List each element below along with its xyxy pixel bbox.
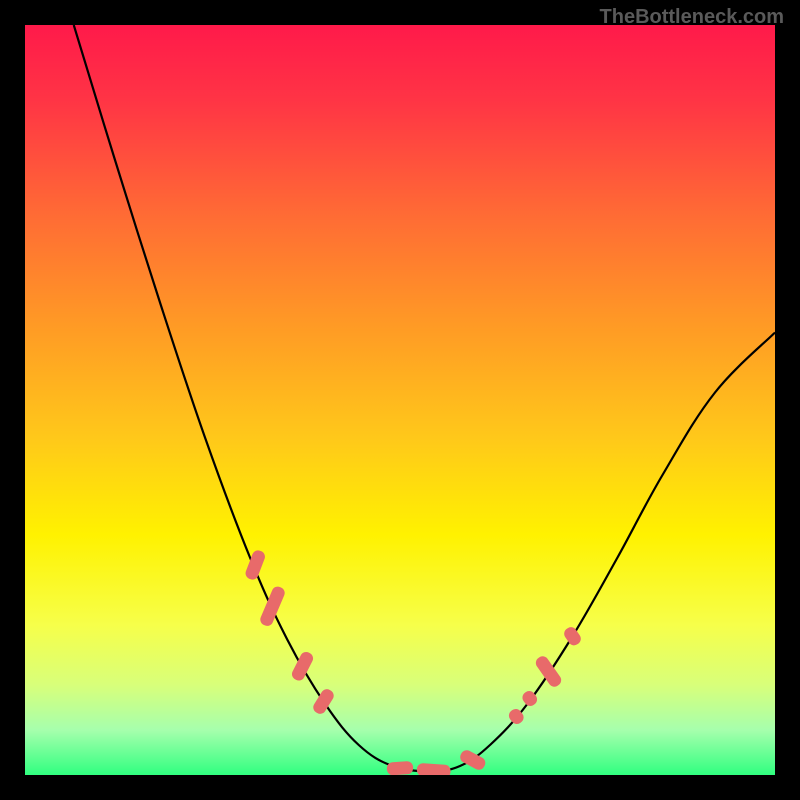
curve-marker <box>416 763 451 775</box>
marker-group <box>244 549 583 775</box>
watermark-text: TheBottleneck.com <box>600 6 784 29</box>
plot-area <box>25 25 775 775</box>
curve-marker <box>258 585 286 628</box>
curve-marker <box>290 650 315 683</box>
chart-svg <box>25 25 775 775</box>
curve-marker <box>562 625 583 648</box>
curve-marker <box>311 687 336 716</box>
curve-marker <box>386 761 413 775</box>
bottleneck-curve <box>74 25 775 771</box>
